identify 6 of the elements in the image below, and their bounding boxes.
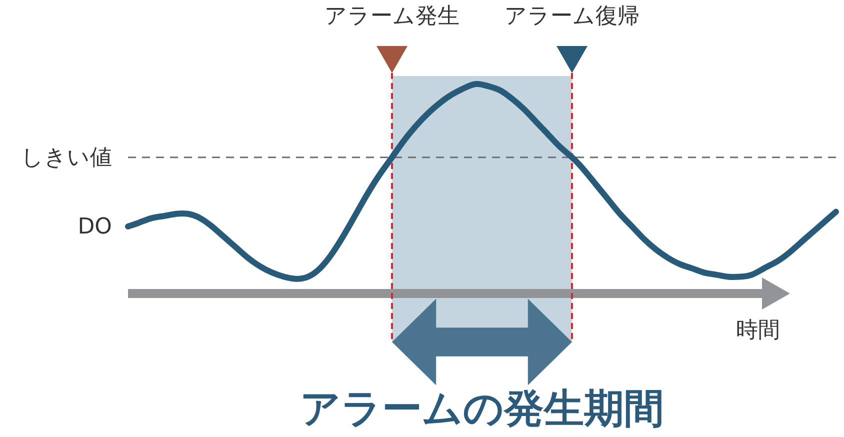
text: アラーム発生 [324, 4, 460, 29]
text: アラーム復帰 [504, 4, 640, 29]
x-axis-title: 時間 [736, 318, 780, 343]
series-label: DO [78, 214, 112, 240]
text: アラームの発生期間 [300, 386, 664, 432]
ref-line-label: しきい値 [21, 145, 112, 170]
